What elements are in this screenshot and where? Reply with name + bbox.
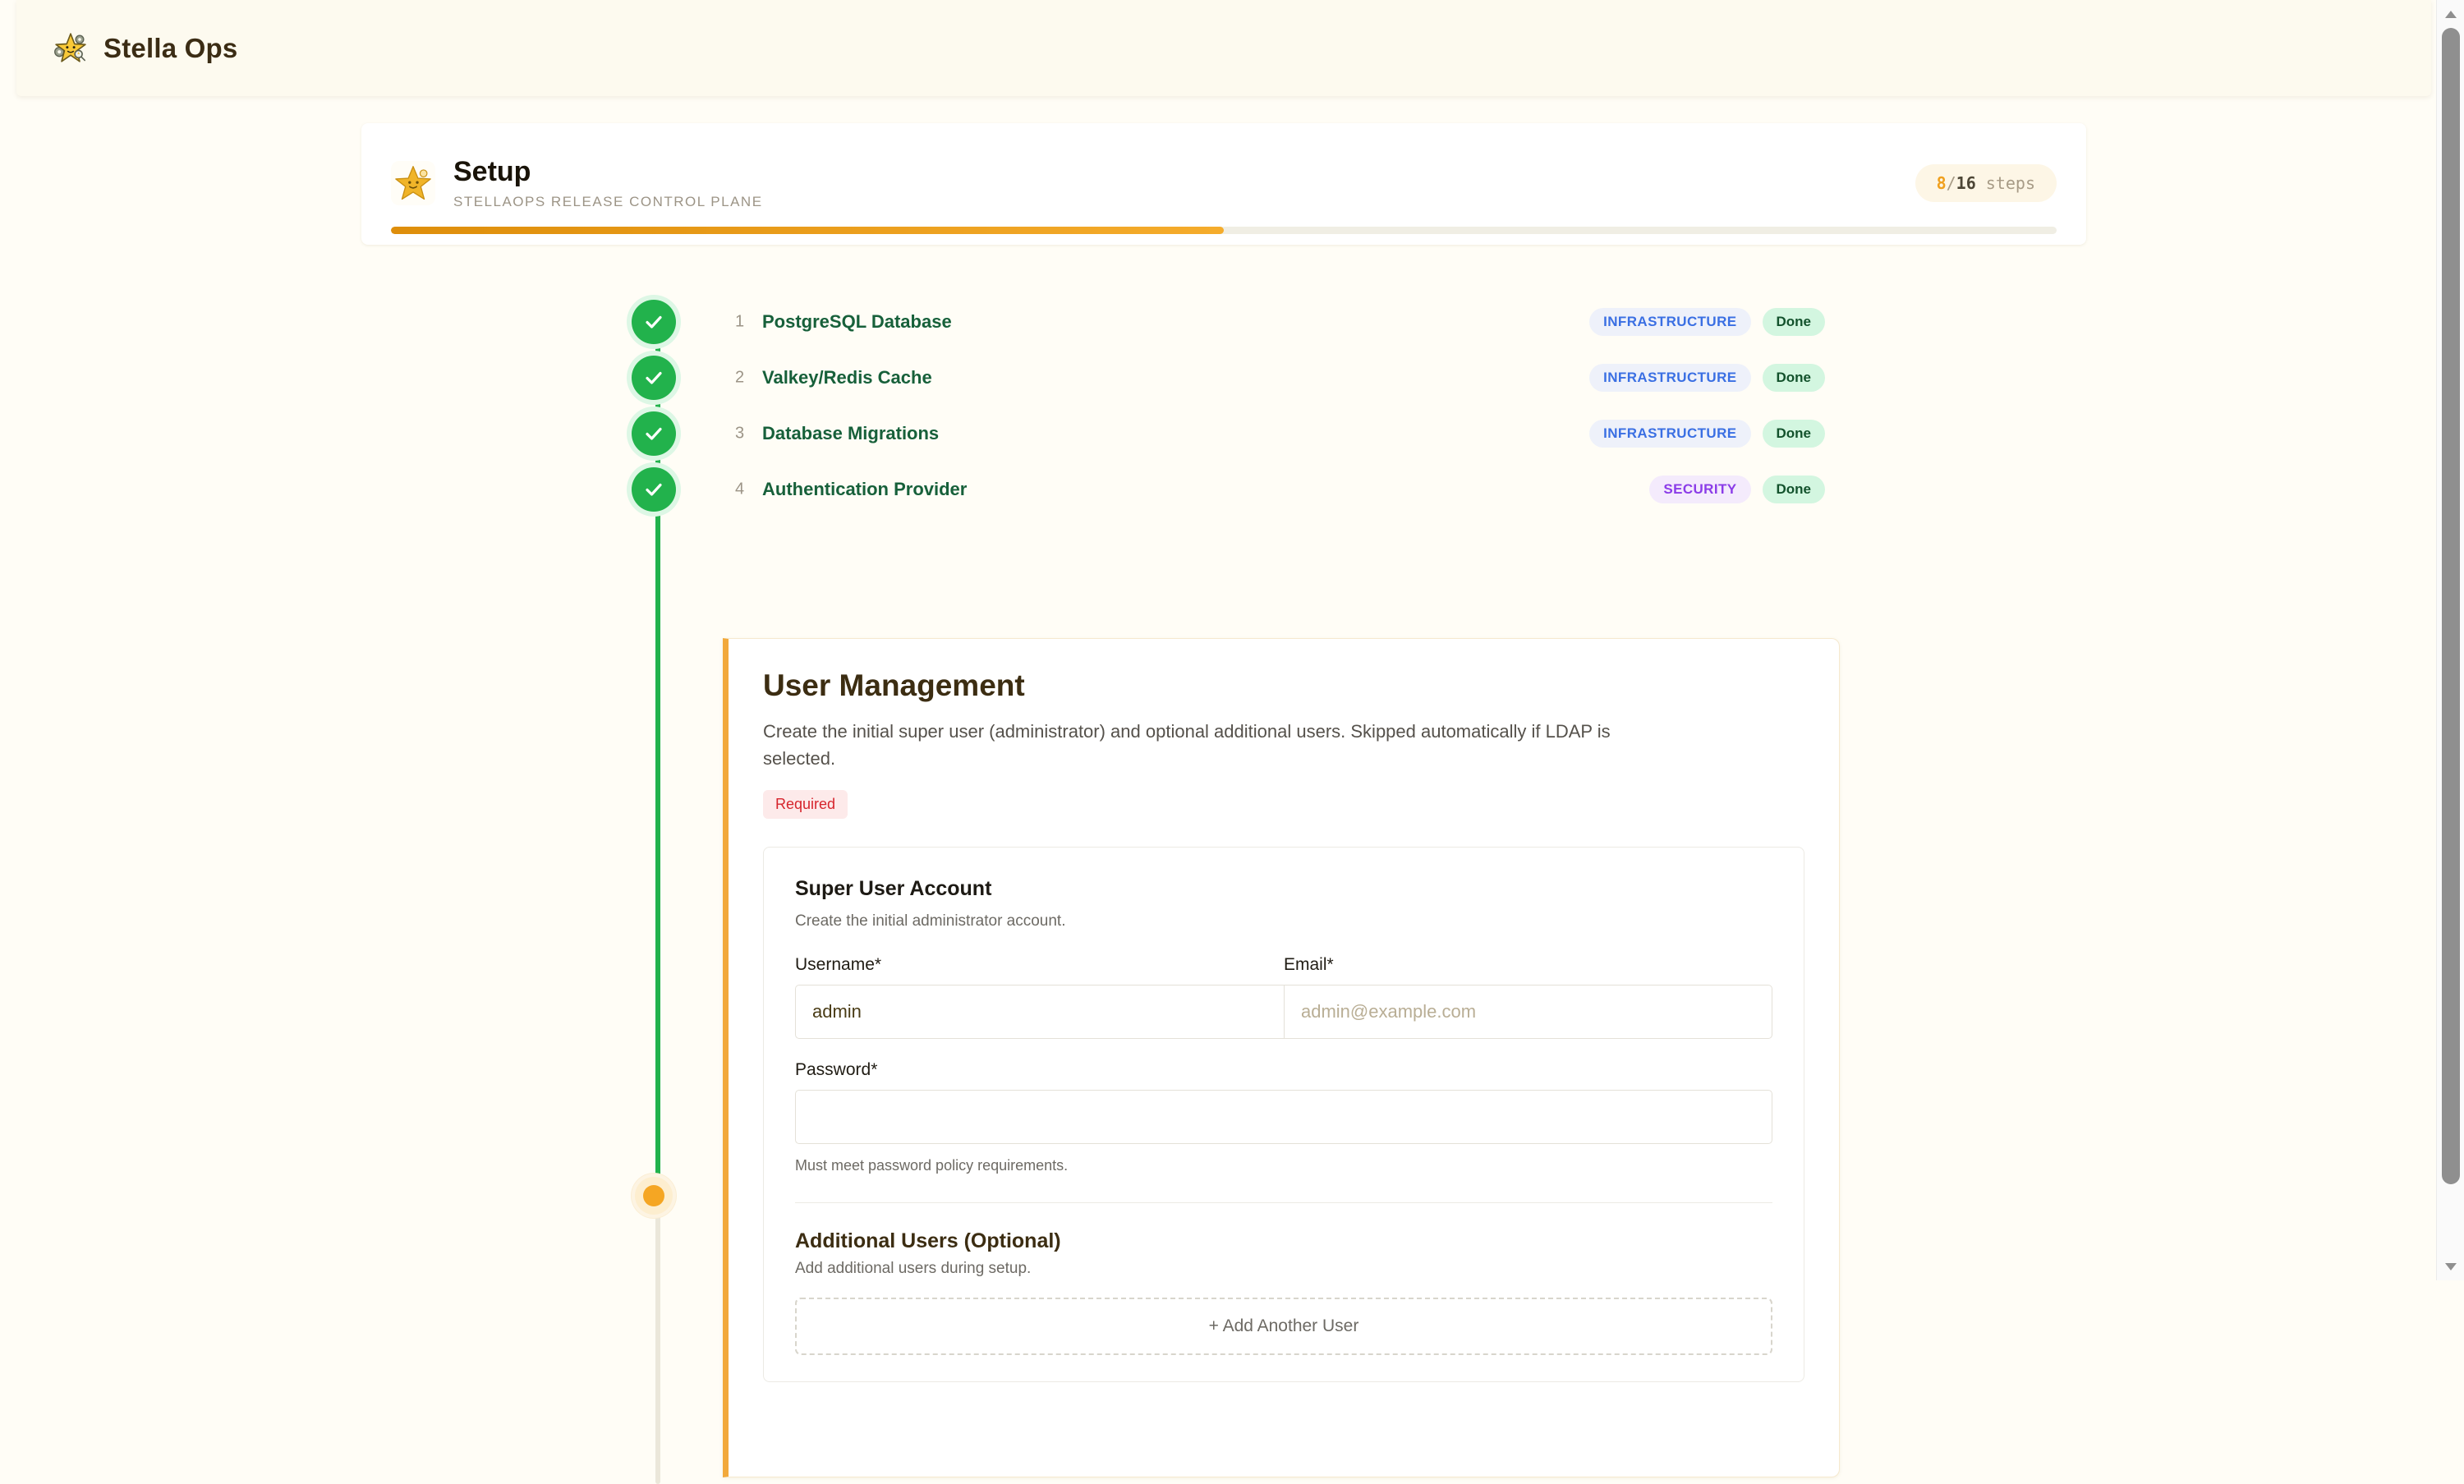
setup-progress-bar	[391, 227, 2057, 234]
setup-header-card: Setup STELLAOPS RELEASE CONTROL PLANE 8/…	[361, 123, 2086, 245]
timeline-line-remaining	[655, 1205, 660, 1484]
step-number: 4	[735, 480, 745, 498]
super-user-panel: Super User Account Create the initial ad…	[763, 847, 1804, 1382]
step-check-icon	[632, 356, 676, 400]
brand[interactable]: Stella Ops	[53, 30, 237, 67]
user-management-card: User Management Create the initial super…	[723, 638, 1840, 1477]
step-label: Valkey/Redis Cache	[762, 367, 932, 388]
page-body: Setup STELLAOPS RELEASE CONTROL PLANE 8/…	[0, 96, 2448, 1484]
step-category-badge: SECURITY	[1649, 476, 1751, 503]
table-row[interactable]: 4 Authentication Provider SECURITY Done	[0, 461, 2448, 518]
step-badges: SECURITY Done	[1649, 476, 1825, 503]
email-label: Email*	[1284, 955, 1334, 974]
status-badge: Done	[1762, 476, 1825, 503]
step-check-icon	[632, 300, 676, 344]
brand-name: Stella Ops	[103, 32, 238, 63]
additional-users-title: Additional Users (Optional)	[795, 1229, 1061, 1252]
password-label: Password*	[795, 1060, 878, 1079]
step-check-icon	[632, 467, 676, 512]
email-input[interactable]: admin@example.com	[1284, 985, 1772, 1039]
setup-progress-fill	[391, 227, 1224, 234]
scroll-up-arrow-icon[interactable]	[2437, 2, 2464, 26]
step-label: Authentication Provider	[762, 479, 968, 499]
step-badges: INFRASTRUCTURE Done	[1589, 364, 1825, 392]
step-category-badge: INFRASTRUCTURE	[1589, 364, 1751, 392]
app-header: Stella Ops	[16, 0, 2431, 96]
step-marker-column: 2 Valkey/Redis Cache	[0, 349, 932, 407]
step-badges: INFRASTRUCTURE Done	[1589, 308, 1825, 336]
steps-separator: /	[1946, 173, 1956, 193]
active-dot-icon	[643, 1185, 664, 1206]
table-row[interactable]: 3 Database Migrations INFRASTRUCTURE Done	[0, 405, 2448, 462]
status-badge: Done	[1762, 364, 1825, 392]
timeline-line-completed	[655, 318, 660, 1205]
card-description: Create the initial super user (administr…	[763, 721, 1611, 769]
password-hint: Must meet password policy requirements.	[795, 1157, 1069, 1174]
step-marker-column: 4 Authentication Provider	[0, 461, 967, 518]
super-user-panel-subtitle: Create the initial administrator account…	[795, 912, 1066, 930]
step-number: 3	[735, 424, 745, 443]
page-title: Setup	[453, 156, 531, 188]
step-label: Database Migrations	[762, 423, 940, 443]
step-check-icon	[632, 411, 676, 456]
username-input[interactable]: admin	[795, 985, 1284, 1039]
table-row[interactable]: 1 PostgreSQL Database INFRASTRUCTURE Done	[0, 293, 2448, 351]
username-label: Username*	[795, 955, 882, 974]
page-subtitle: STELLAOPS RELEASE CONTROL PLANE	[453, 193, 763, 209]
card-title: User Management	[763, 668, 1025, 702]
password-block: Password* Must meet password policy requ…	[795, 1060, 1772, 1174]
step-label: PostgreSQL Database	[762, 311, 952, 332]
step-category-badge: INFRASTRUCTURE	[1589, 308, 1751, 336]
super-user-panel-title: Super User Account	[795, 877, 992, 900]
additional-users-subtitle: Add additional users during setup.	[795, 1260, 1032, 1277]
step-marker-column: 3 Database Migrations	[0, 405, 939, 462]
add-another-user-button[interactable]: + Add Another User	[795, 1298, 1772, 1355]
step-category-badge: INFRASTRUCTURE	[1589, 420, 1751, 448]
status-badge: Done	[1762, 420, 1825, 448]
password-input[interactable]	[795, 1090, 1772, 1144]
credentials-label-row: Username* Email*	[795, 955, 1772, 985]
step-number: 1	[735, 312, 745, 331]
star-gear-logo-icon	[54, 32, 86, 62]
panel-divider	[795, 1202, 1772, 1203]
scrollbar-thumb[interactable]	[2442, 28, 2460, 1184]
steps-total: 16	[1956, 173, 1976, 193]
step-badges: INFRASTRUCTURE Done	[1589, 420, 1825, 448]
steps-completed: 8	[1936, 173, 1947, 193]
page-scrollbar[interactable]	[2436, 0, 2464, 1280]
table-row[interactable]: 2 Valkey/Redis Cache INFRASTRUCTURE Done	[0, 349, 2448, 407]
setup-star-icon	[391, 161, 435, 205]
step-number: 2	[735, 368, 745, 387]
scroll-down-arrow-icon[interactable]	[2437, 1254, 2464, 1279]
timeline-marker-active	[632, 1174, 676, 1218]
credentials-input-row: admin admin@example.com	[795, 985, 1772, 1039]
step-marker-column: 1 PostgreSQL Database	[0, 293, 952, 351]
required-badge: Required	[763, 790, 848, 819]
status-badge: Done	[1762, 308, 1825, 336]
steps-suffix: steps	[1975, 173, 2035, 193]
steps-counter-badge: 8/16 steps	[1915, 164, 2057, 202]
